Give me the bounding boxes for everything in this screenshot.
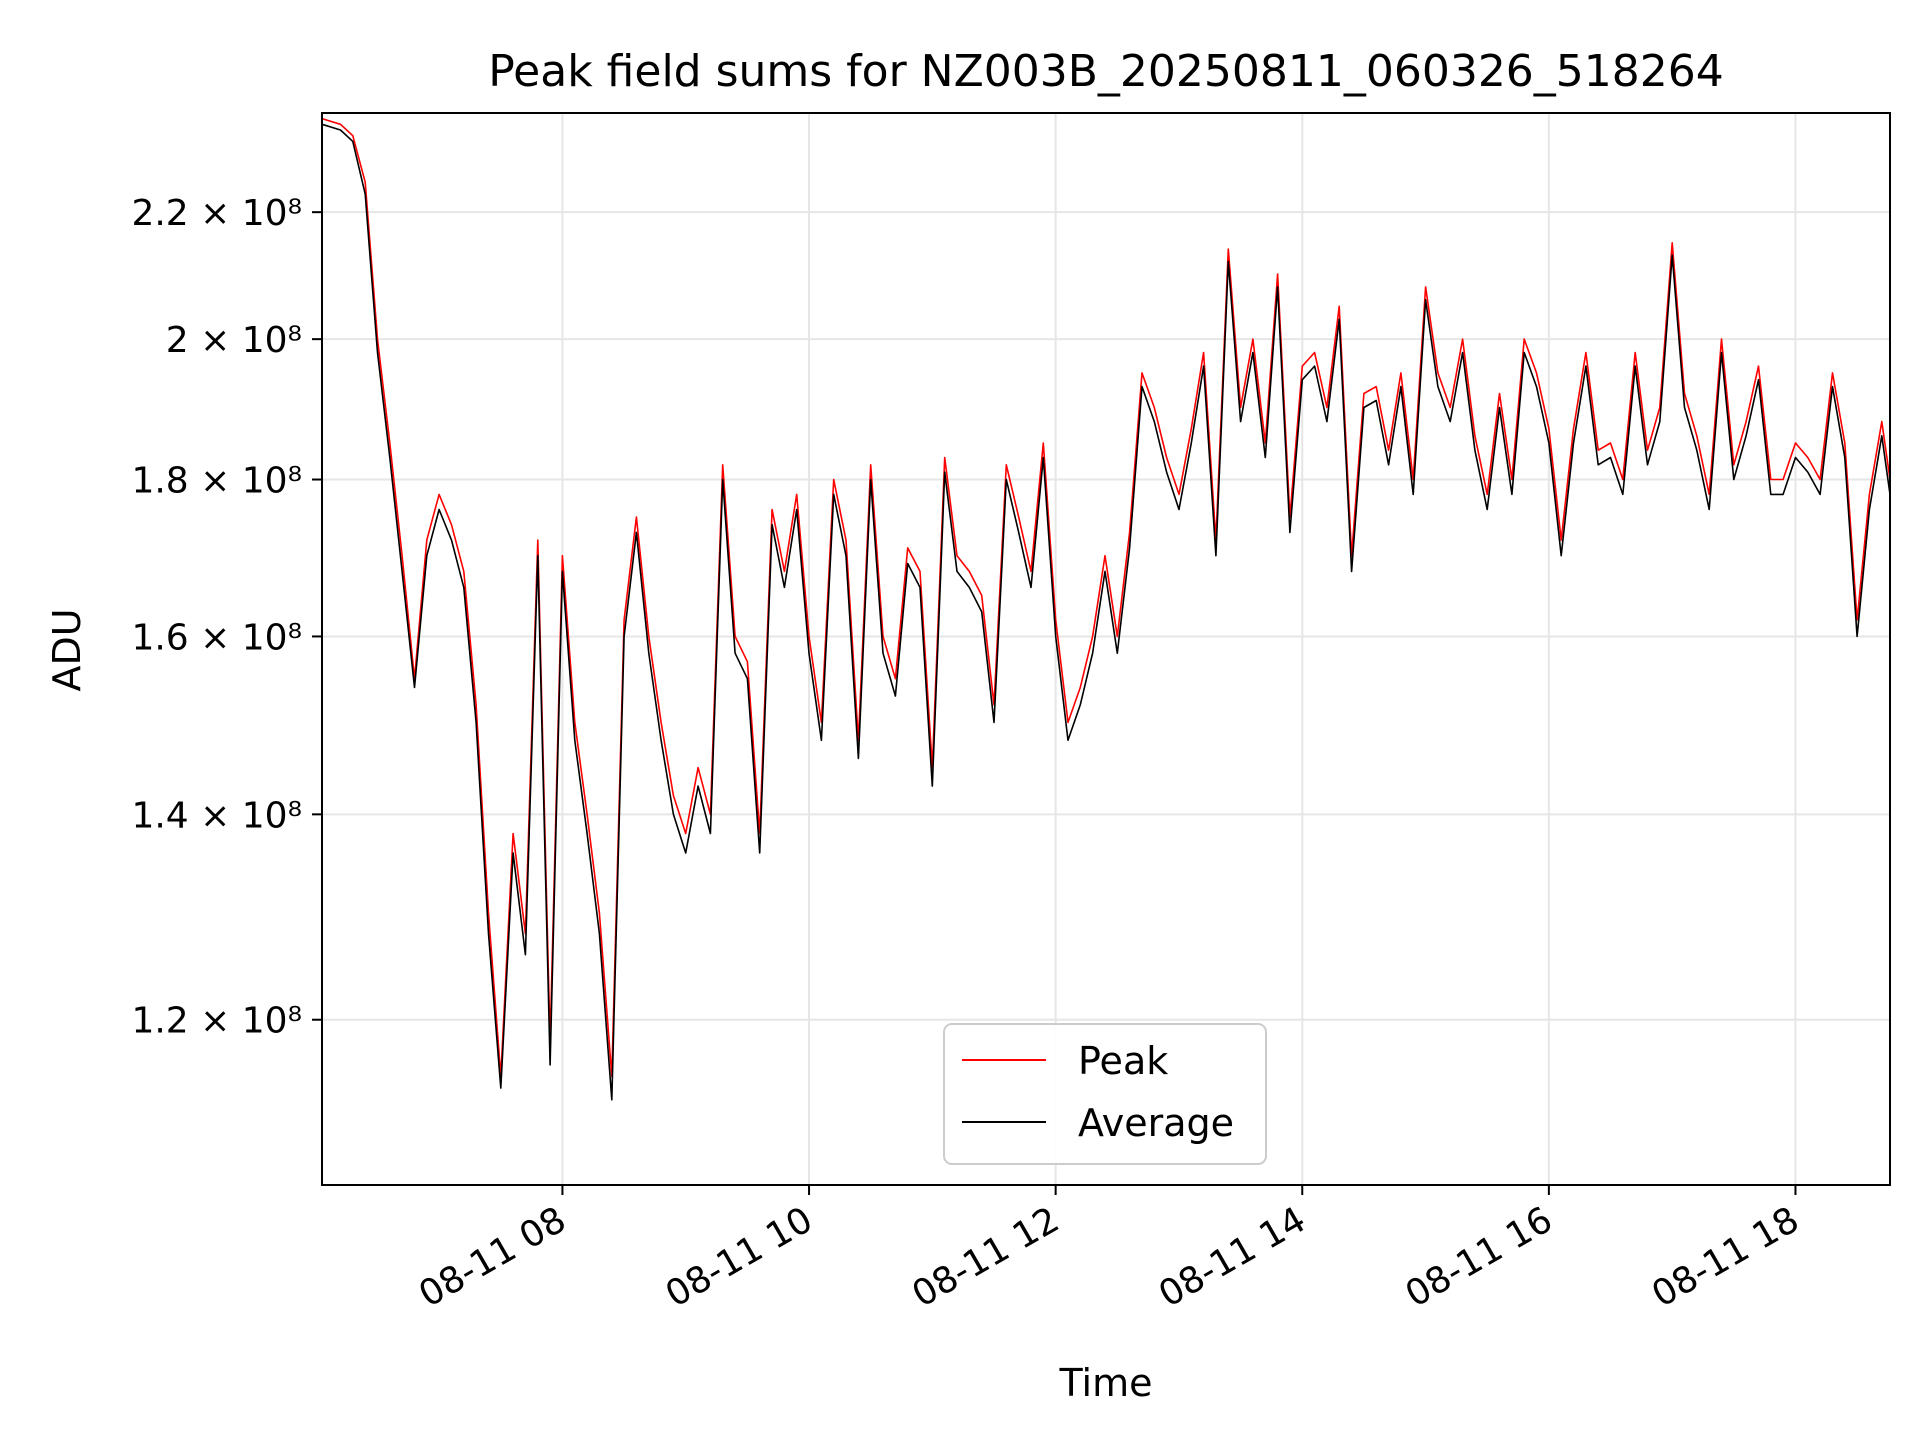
- y-tick-label: 1.8 × 10⁸: [131, 461, 302, 502]
- x-tick-label: 08-11 12: [905, 1199, 1066, 1315]
- x-axis-label: Time: [1059, 1361, 1153, 1405]
- plot-frame: [321, 112, 1891, 1186]
- series-line-peak: [321, 117, 1891, 1078]
- x-tick-label: 08-11 10: [659, 1199, 820, 1315]
- y-tick-label: 2.2 × 10⁸: [131, 193, 302, 234]
- x-tick-label: 08-11 16: [1399, 1199, 1560, 1315]
- series-layer: [321, 117, 1891, 1101]
- x-tick-label: 08-11 14: [1152, 1199, 1313, 1315]
- y-tick-label: 2 × 10⁸: [166, 320, 302, 361]
- y-tick-label: 1.6 × 10⁸: [131, 617, 302, 658]
- x-tick-label: 08-11 08: [412, 1199, 573, 1315]
- legend: Peak Average: [943, 1023, 1267, 1165]
- chart-title: Peak field sums for NZ003B_20250811_0603…: [488, 46, 1724, 97]
- y-axis-label: ADU: [45, 608, 89, 691]
- legend-label-peak: Peak: [1078, 1039, 1168, 1083]
- series-line-average: [321, 123, 1891, 1101]
- legend-label-average: Average: [1078, 1101, 1234, 1145]
- y-tick-label: 1.2 × 10⁸: [131, 1001, 302, 1042]
- grid-layer: [322, 113, 1890, 1185]
- y-tick-label: 1.4 × 10⁸: [131, 795, 302, 836]
- x-tick-label: 08-11 18: [1645, 1199, 1806, 1315]
